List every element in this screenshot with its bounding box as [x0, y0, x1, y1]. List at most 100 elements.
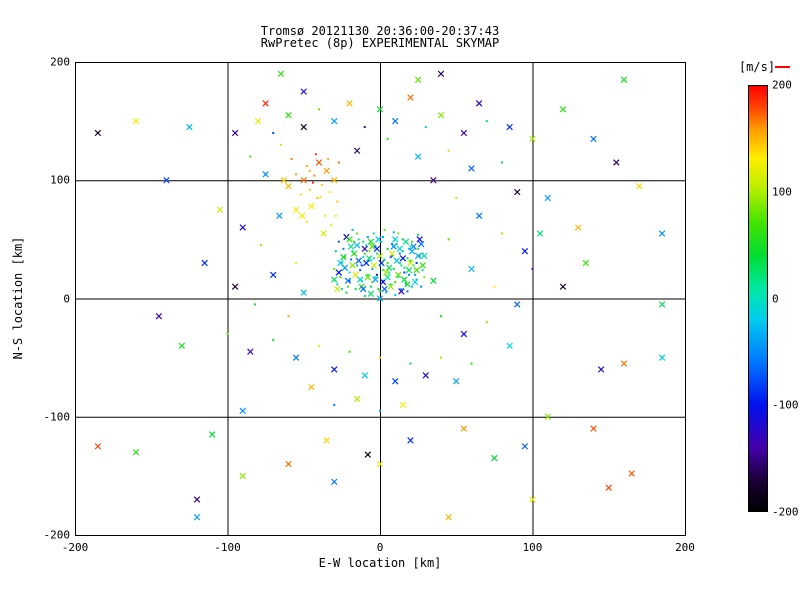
- data-point: [308, 169, 311, 172]
- data-point: [193, 514, 201, 521]
- data-point: [379, 290, 381, 293]
- y-tick-label: 100: [50, 173, 70, 187]
- data-point: [590, 425, 597, 432]
- data-point: [411, 285, 414, 288]
- data-point: [313, 174, 316, 177]
- data-point: [253, 303, 256, 306]
- data-point: [300, 177, 307, 184]
- data-point: [94, 129, 102, 137]
- data-point: [270, 271, 277, 279]
- data-point: [419, 262, 426, 269]
- data-point: [395, 271, 402, 279]
- data-point: [239, 407, 246, 415]
- data-point: [422, 372, 429, 379]
- data-point: [392, 267, 395, 270]
- data-point: [491, 454, 498, 462]
- data-point: [390, 243, 397, 250]
- data-point: [366, 255, 373, 262]
- data-point: [475, 212, 483, 219]
- data-point: [272, 338, 275, 341]
- data-point: [376, 460, 384, 468]
- data-point: [531, 267, 534, 270]
- data-point: [348, 271, 351, 274]
- data-point: [201, 259, 208, 267]
- data-point: [417, 240, 425, 248]
- data-point: [367, 290, 375, 297]
- data-point: [379, 409, 381, 412]
- data-point: [347, 243, 355, 250]
- data-point: [344, 277, 352, 284]
- x-tick-label: 200: [675, 541, 695, 554]
- data-point: [247, 348, 254, 355]
- data-point: [362, 256, 365, 259]
- data-point: [400, 264, 403, 267]
- data-point: [334, 250, 337, 253]
- data-point: [398, 288, 405, 295]
- data-point: [521, 247, 529, 255]
- y-axis-label: N-S location [km]: [11, 236, 25, 360]
- data-point: [628, 470, 635, 477]
- data-point: [331, 117, 338, 125]
- data-point: [363, 126, 366, 129]
- data-point: [372, 232, 375, 235]
- data-point: [356, 264, 359, 267]
- data-point: [316, 196, 319, 199]
- data-point: [501, 232, 503, 235]
- data-point: [361, 245, 368, 253]
- data-point: [424, 126, 427, 129]
- colorbar-gradient: [748, 85, 768, 512]
- data-point: [373, 245, 381, 253]
- data-point: [341, 264, 349, 271]
- data-point: [658, 301, 666, 308]
- data-point: [386, 137, 389, 140]
- data-point: [350, 258, 353, 261]
- data-point: [311, 181, 314, 184]
- data-point: [239, 224, 246, 231]
- y-tick-label: -100: [43, 410, 71, 424]
- data-point: [315, 159, 323, 166]
- data-point: [308, 203, 315, 210]
- data-point: [393, 257, 400, 264]
- data-point: [375, 273, 378, 276]
- data-point: [231, 283, 239, 290]
- data-point: [346, 236, 353, 243]
- data-point: [460, 330, 468, 338]
- data-point: [328, 191, 331, 194]
- plot-subtitle: RwPretec (8p) EXPERIMENTAL SKYMAP: [260, 36, 500, 50]
- data-point: [414, 153, 422, 160]
- data-point: [308, 188, 311, 191]
- data-point: [411, 240, 414, 243]
- data-point: [559, 283, 567, 290]
- data-point: [330, 224, 333, 227]
- data-point: [336, 200, 339, 203]
- data-point: [590, 135, 597, 143]
- data-point: [413, 266, 420, 274]
- data-point: [408, 247, 416, 255]
- data-point: [365, 244, 368, 247]
- data-point: [331, 276, 338, 283]
- data-point: [331, 177, 338, 184]
- data-point: [440, 315, 442, 318]
- data-point: [349, 262, 356, 269]
- data-point: [447, 238, 450, 241]
- data-point: [331, 366, 338, 373]
- data-point: [421, 269, 424, 272]
- colorbar-tick-label: -100: [772, 398, 799, 412]
- data-point: [357, 238, 360, 241]
- plot-title: Tromsø 20121130 20:36:00-20:37:43: [260, 24, 500, 38]
- data-point: [366, 273, 369, 276]
- data-point: [132, 449, 140, 456]
- data-point: [475, 100, 483, 107]
- y-tick-label: 200: [50, 55, 70, 69]
- data-point: [389, 256, 392, 259]
- data-point: [353, 395, 361, 403]
- data-point: [279, 143, 282, 146]
- data-point: [381, 285, 388, 293]
- data-point: [262, 171, 269, 178]
- data-point: [514, 188, 521, 196]
- data-point: [342, 247, 345, 250]
- data-point: [407, 437, 414, 444]
- data-point: [226, 332, 229, 335]
- data-point: [404, 283, 407, 286]
- data-point: [333, 267, 336, 270]
